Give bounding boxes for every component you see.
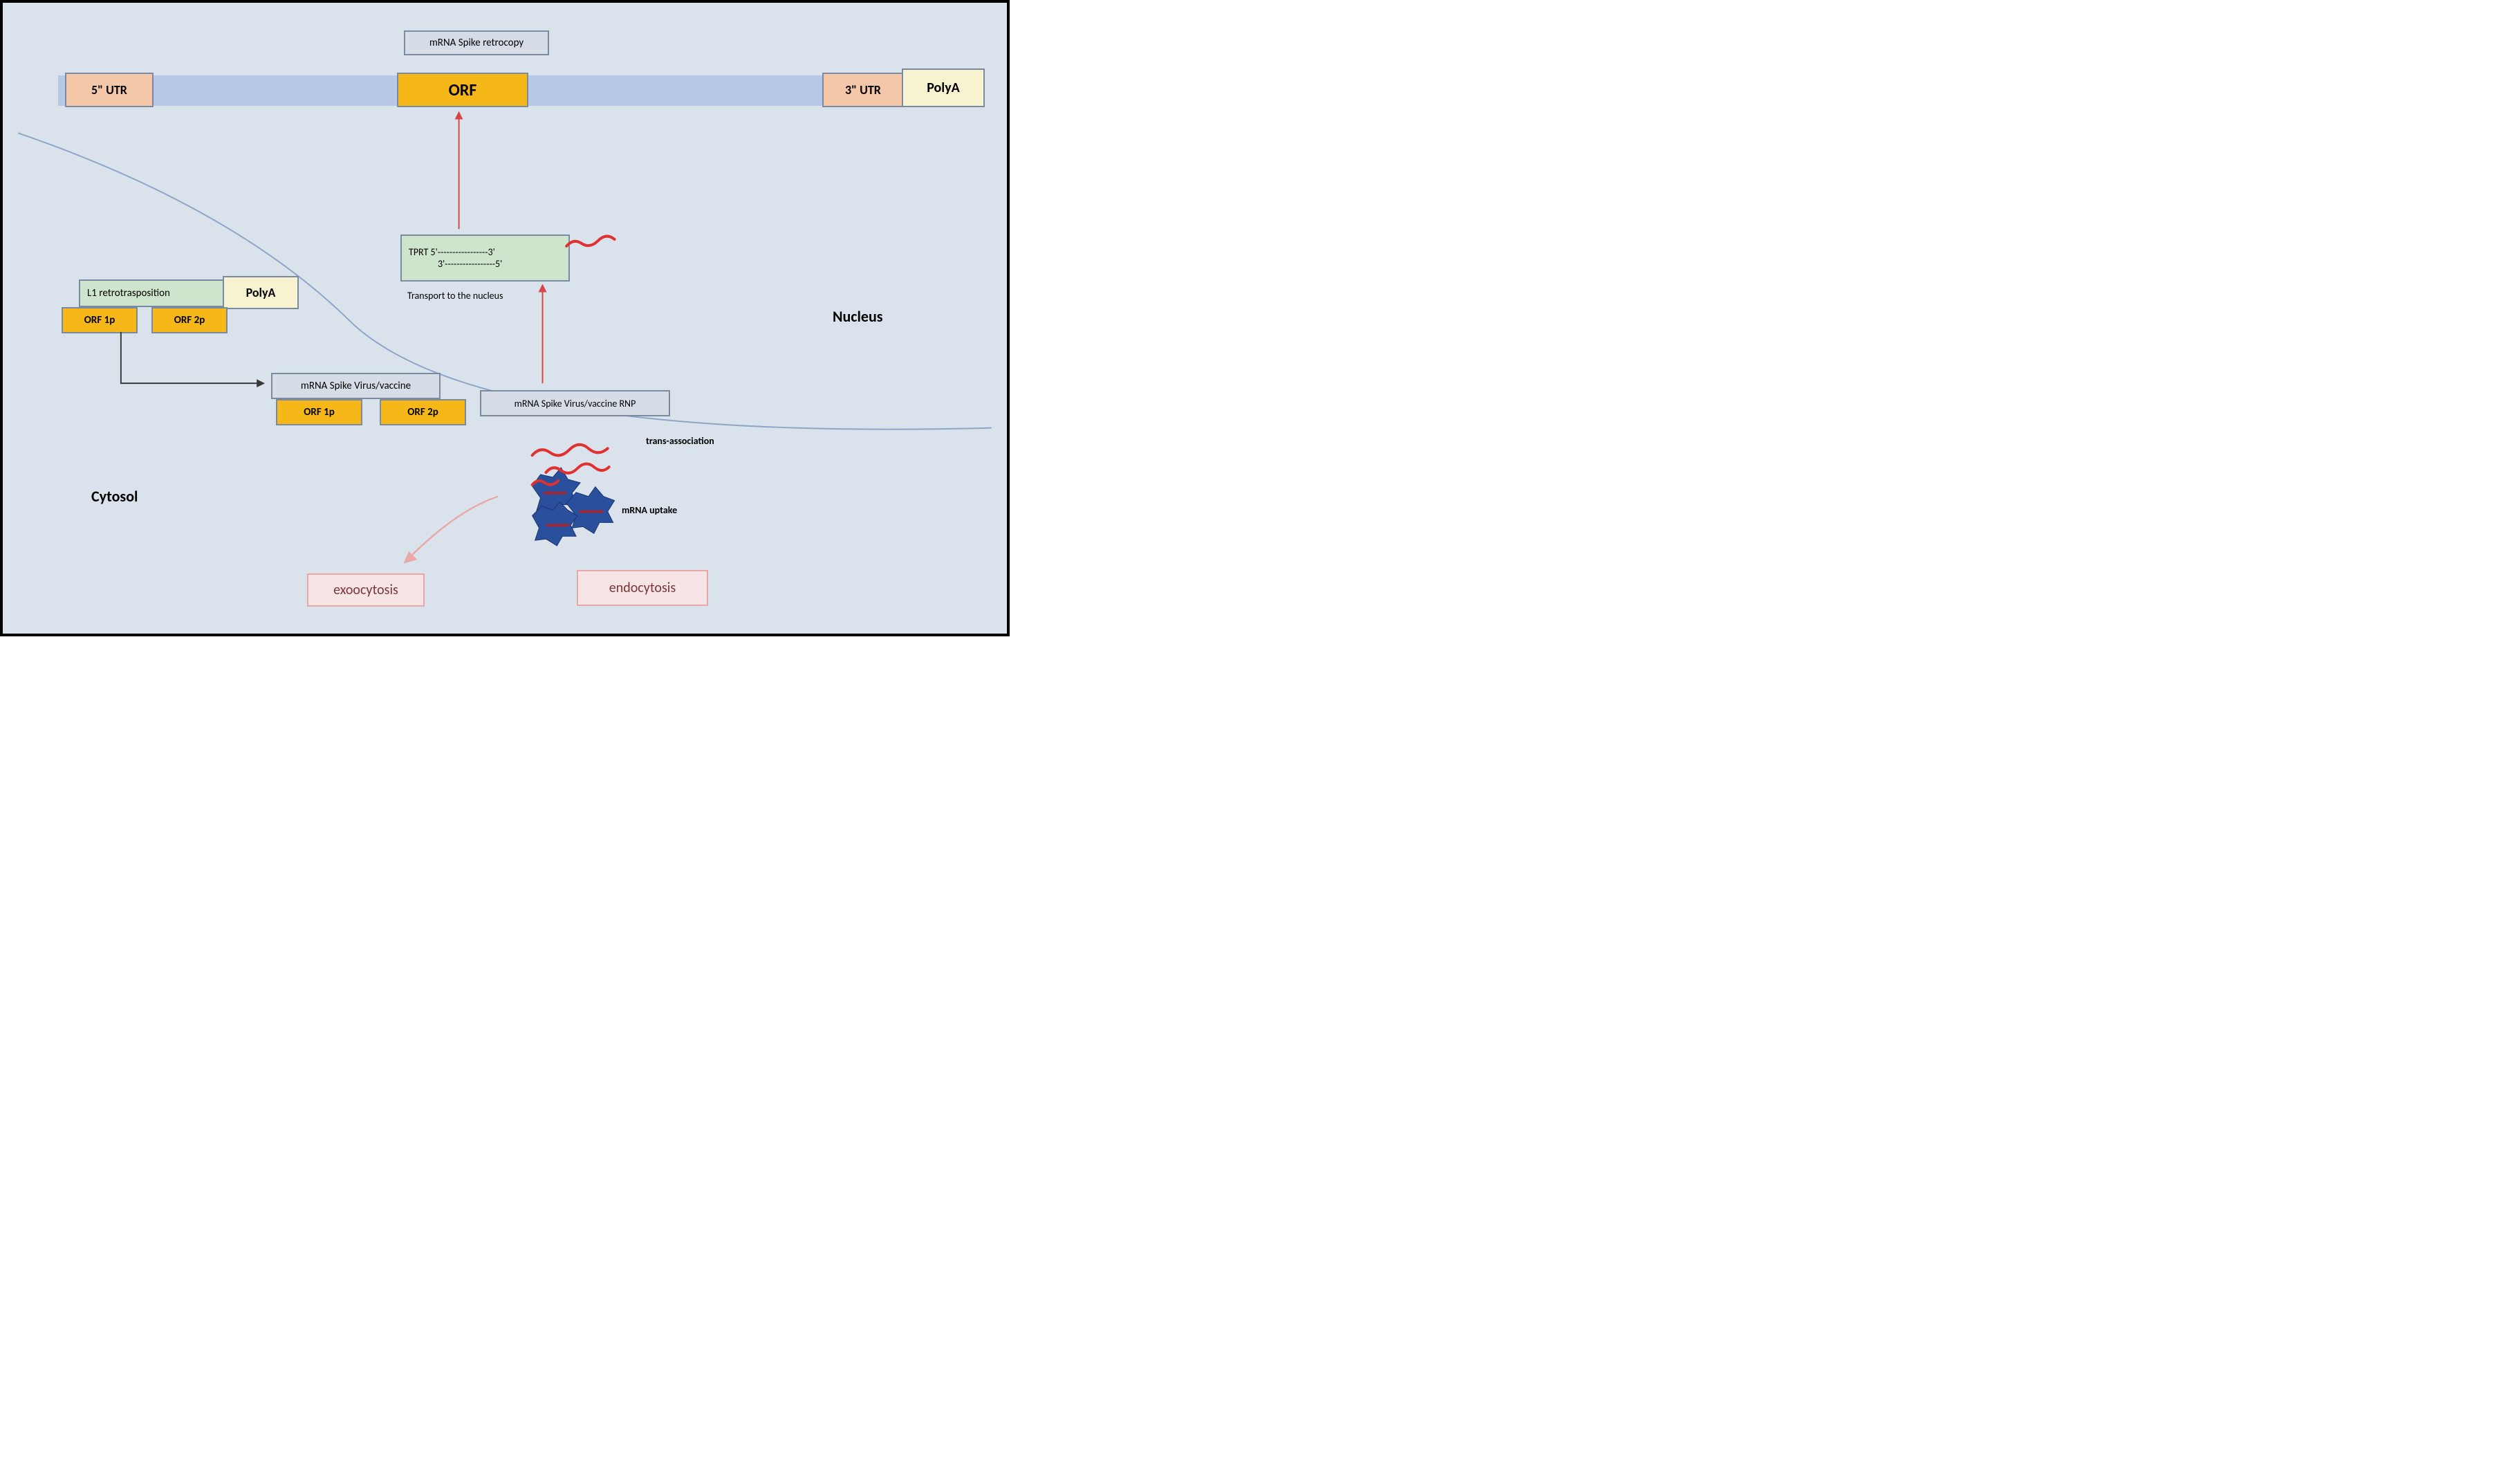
orf-text: ORF	[449, 80, 477, 100]
utr5-box: 5" UTR	[65, 73, 154, 107]
spike-title: mRNA Spike Virus/vaccine	[301, 380, 411, 392]
l1-polya: PolyA	[246, 285, 276, 300]
l1-title-box: L1 retrotrasposition	[79, 279, 224, 307]
exoocytosis-box: exoocytosis	[307, 573, 425, 607]
diagram-frame: mRNA Spike retrocopy 5" UTR ORF 3" UTR P…	[0, 0, 1010, 636]
spike-title-box: mRNA Spike Virus/vaccine	[271, 373, 441, 399]
polya-top-text: PolyA	[927, 80, 960, 96]
mrna-uptake-label: mRNA uptake	[622, 504, 677, 516]
rnp-box: mRNA Spike Virus/vaccine RNP	[480, 390, 670, 416]
utr5-text: 5" UTR	[91, 82, 127, 98]
spike-orf1p: ORF 1p	[304, 406, 335, 418]
orf-box: ORF	[397, 73, 528, 107]
rnp-label: mRNA Spike Virus/vaccine RNP	[515, 398, 636, 409]
cytosol-label: Cytosol	[91, 487, 138, 506]
nucleus-label: Nucleus	[833, 307, 883, 326]
l1-polya-box: PolyA	[223, 276, 299, 309]
utr3-text: 3" UTR	[845, 82, 881, 98]
spike-orf1p-box: ORF 1p	[276, 399, 362, 425]
l1-orf2p: ORF 2p	[174, 314, 205, 326]
utr3-box: 3" UTR	[822, 73, 904, 107]
transport-label: Transport to the nucleus	[407, 290, 503, 302]
spike-orf2p: ORF 2p	[407, 406, 438, 418]
trans-assoc-label: trans-association	[646, 435, 714, 447]
tprt-line1: TPRT 5'-----------------3'	[409, 246, 495, 258]
polya-top-box: PolyA	[902, 68, 985, 107]
exoocytosis-text: exoocytosis	[333, 582, 398, 598]
endocytosis-text: endocytosis	[609, 580, 676, 596]
l1-title: L1 retrotrasposition	[87, 287, 170, 300]
retrocopy-label-box: mRNA Spike retrocopy	[404, 30, 549, 55]
endocytosis-box: endocytosis	[577, 570, 708, 606]
l1-orf1p: ORF 1p	[84, 314, 115, 326]
tprt-line2: 3'-----------------5'	[409, 258, 502, 270]
retrocopy-label: mRNA Spike retrocopy	[429, 37, 524, 49]
tprt-box: TPRT 5'-----------------3' 3'-----------…	[400, 234, 570, 282]
spike-orf2p-box: ORF 2p	[380, 399, 466, 425]
l1-orf1p-box: ORF 1p	[62, 307, 138, 333]
l1-orf2p-box: ORF 2p	[151, 307, 228, 333]
